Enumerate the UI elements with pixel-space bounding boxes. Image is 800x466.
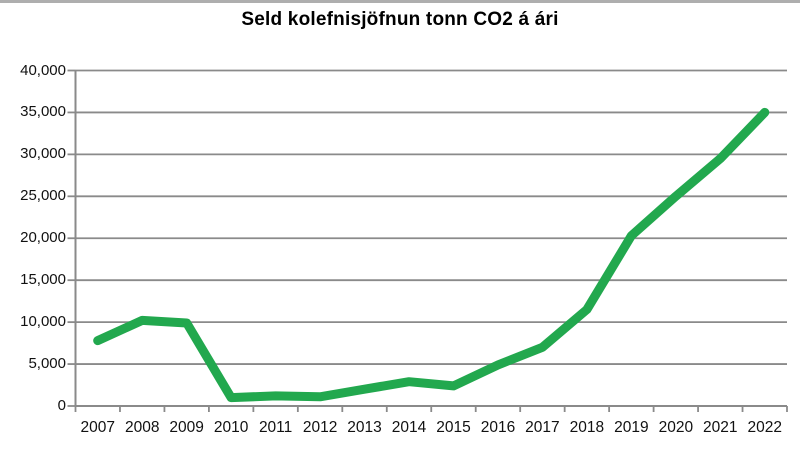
y-axis-tick-label: 10,000	[20, 313, 66, 331]
x-axis-tick-label: 2022	[747, 419, 782, 436]
x-axis-tick-label: 2007	[80, 419, 115, 436]
x-axis-tick-label: 2017	[525, 419, 560, 436]
x-axis-tick-label: 2009	[169, 419, 204, 436]
x-axis-tick-label: 2008	[124, 419, 160, 436]
y-axis-tick-label: 15,000	[20, 271, 66, 289]
x-axis-tick-label: 2013	[347, 419, 382, 436]
x-axis-tick-label: 2010	[213, 419, 249, 436]
y-axis-tick-label: 20,000	[20, 229, 66, 247]
y-axis-tick-label: 30,000	[20, 145, 66, 163]
y-axis-tick-label: 5,000	[28, 355, 66, 373]
x-axis-tick-label: 2019	[614, 419, 649, 436]
chart-title: Seld kolefnisjöfnun tonn CO2 á ári	[241, 9, 559, 30]
x-axis-tick-label: 2012	[302, 419, 338, 436]
x-axis-tick-label: 2020	[658, 419, 694, 436]
data-line-series	[93, 107, 770, 403]
x-axis-tick-label: 2015	[436, 419, 471, 436]
y-axis-tick-label: 35,000	[20, 103, 66, 121]
x-axis-tick-label: 2021	[703, 419, 738, 436]
x-axis-tick-label: 2011	[258, 419, 293, 436]
y-axis-tick-label: 25,000	[20, 187, 66, 205]
x-axis-tick-label: 2014	[391, 419, 427, 436]
y-axis-tick-label: 0	[57, 397, 66, 414]
x-axis-tick-label: 2018	[569, 419, 605, 436]
window-top-border	[0, 0, 800, 3]
y-axis-tick-label: 40,000	[20, 61, 66, 79]
x-axis-tick-label: 2016	[480, 419, 516, 436]
